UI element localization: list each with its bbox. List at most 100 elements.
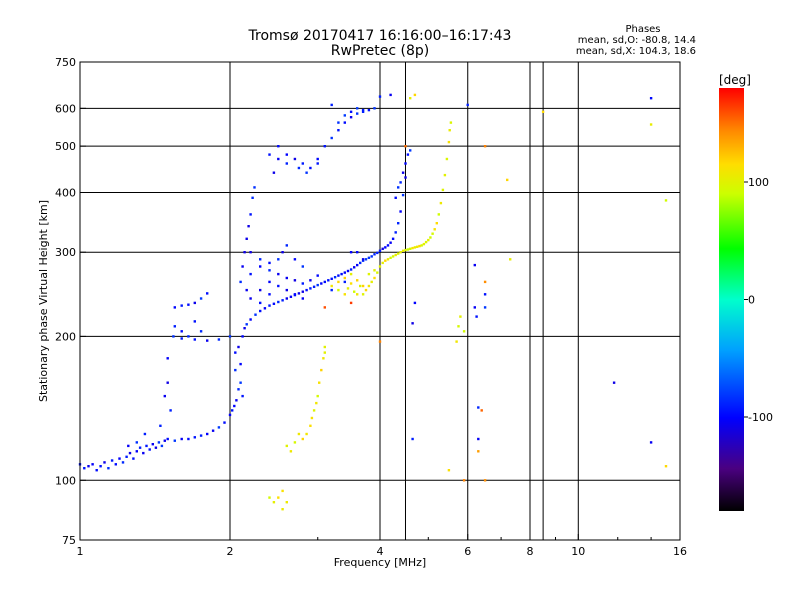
data-point <box>386 244 390 247</box>
data-point <box>239 362 242 366</box>
data-point <box>305 171 308 174</box>
data-point <box>431 232 434 235</box>
data-point <box>323 351 326 354</box>
data-point <box>330 284 333 288</box>
data-point <box>394 196 397 199</box>
data-point <box>268 280 271 284</box>
data-point <box>378 340 382 343</box>
data-point <box>477 406 480 409</box>
y-tick-label: 600 <box>55 102 76 115</box>
data-point <box>439 201 443 205</box>
y-axis-label: Stationary phase Virtual Height [km] <box>37 200 50 402</box>
data-point <box>285 444 288 448</box>
data-point <box>429 236 432 239</box>
data-point <box>455 340 458 343</box>
data-point <box>160 444 164 448</box>
data-point <box>237 388 240 391</box>
data-point <box>268 304 271 307</box>
data-point <box>409 247 412 250</box>
data-point <box>268 153 271 156</box>
data-point <box>418 244 421 248</box>
data-point <box>310 416 314 420</box>
colorbar-tick-label: -100 <box>748 411 773 424</box>
data-point <box>157 441 161 444</box>
data-point <box>285 153 288 156</box>
data-point <box>128 451 132 455</box>
data-point <box>249 272 252 276</box>
data-point <box>367 272 371 276</box>
y-tick-label: 200 <box>55 330 76 343</box>
data-point <box>437 213 440 216</box>
data-point <box>337 274 340 277</box>
data-point <box>477 437 480 441</box>
data-point <box>378 95 382 98</box>
data-point <box>277 300 280 304</box>
data-point <box>399 210 402 213</box>
x-tick-label: 1 <box>77 545 84 558</box>
data-point <box>114 463 117 466</box>
data-point <box>249 318 252 321</box>
data-point <box>285 501 288 504</box>
data-point <box>343 276 346 280</box>
data-point <box>281 299 284 302</box>
data-point <box>132 457 135 460</box>
data-point <box>173 439 176 442</box>
phases-x-stats: mean, sd,X: 104.3, 18.6 <box>576 46 696 57</box>
data-point <box>373 269 376 272</box>
data-point <box>397 252 400 255</box>
data-point <box>346 269 350 273</box>
data-point <box>166 381 169 384</box>
data-point <box>399 181 402 184</box>
data-point <box>356 279 359 282</box>
data-point <box>166 357 169 360</box>
data-point <box>254 313 257 316</box>
x-tick-label: 8 <box>527 545 534 558</box>
data-point <box>409 149 412 152</box>
data-point <box>649 441 653 444</box>
y-axis-ticks: 75 100 200 300 400 500 600 750 <box>55 56 86 547</box>
data-point <box>312 285 316 288</box>
data-point <box>143 432 147 436</box>
data-point <box>127 444 130 448</box>
colorbar-ticks: 100 0 -100 <box>744 176 773 424</box>
data-point <box>159 424 162 427</box>
data-point <box>386 258 390 261</box>
data-point <box>301 437 304 441</box>
data-point <box>151 443 154 446</box>
data-point <box>389 93 392 97</box>
data-point <box>404 162 407 165</box>
data-point <box>235 399 238 402</box>
y-tick-label: 75 <box>62 534 76 547</box>
data-point <box>353 290 356 293</box>
data-point <box>361 259 365 262</box>
data-point <box>349 110 353 113</box>
data-point <box>337 129 340 132</box>
data-point <box>121 461 125 464</box>
data-point <box>272 171 276 174</box>
data-point <box>457 325 460 328</box>
data-point <box>172 335 175 338</box>
data-point <box>427 238 430 242</box>
data-point <box>323 345 326 349</box>
data-point <box>301 297 304 300</box>
data-point <box>443 173 447 177</box>
data-point <box>241 394 244 398</box>
data-point <box>399 251 402 254</box>
data-point <box>231 409 234 412</box>
data-point <box>411 322 414 325</box>
chart-title: Tromsø 20170417 16:16:00–16:17:43 <box>248 28 512 44</box>
data-point <box>118 457 121 460</box>
data-point <box>154 446 158 449</box>
data-point <box>391 255 395 258</box>
data-point <box>293 157 297 161</box>
data-point <box>361 108 365 112</box>
data-point <box>340 272 343 276</box>
data-point <box>376 251 379 255</box>
data-point <box>356 251 359 254</box>
data-point <box>330 277 333 280</box>
data-point <box>361 284 365 288</box>
data-point <box>217 338 221 341</box>
data-point <box>381 261 384 265</box>
data-point <box>289 295 293 298</box>
